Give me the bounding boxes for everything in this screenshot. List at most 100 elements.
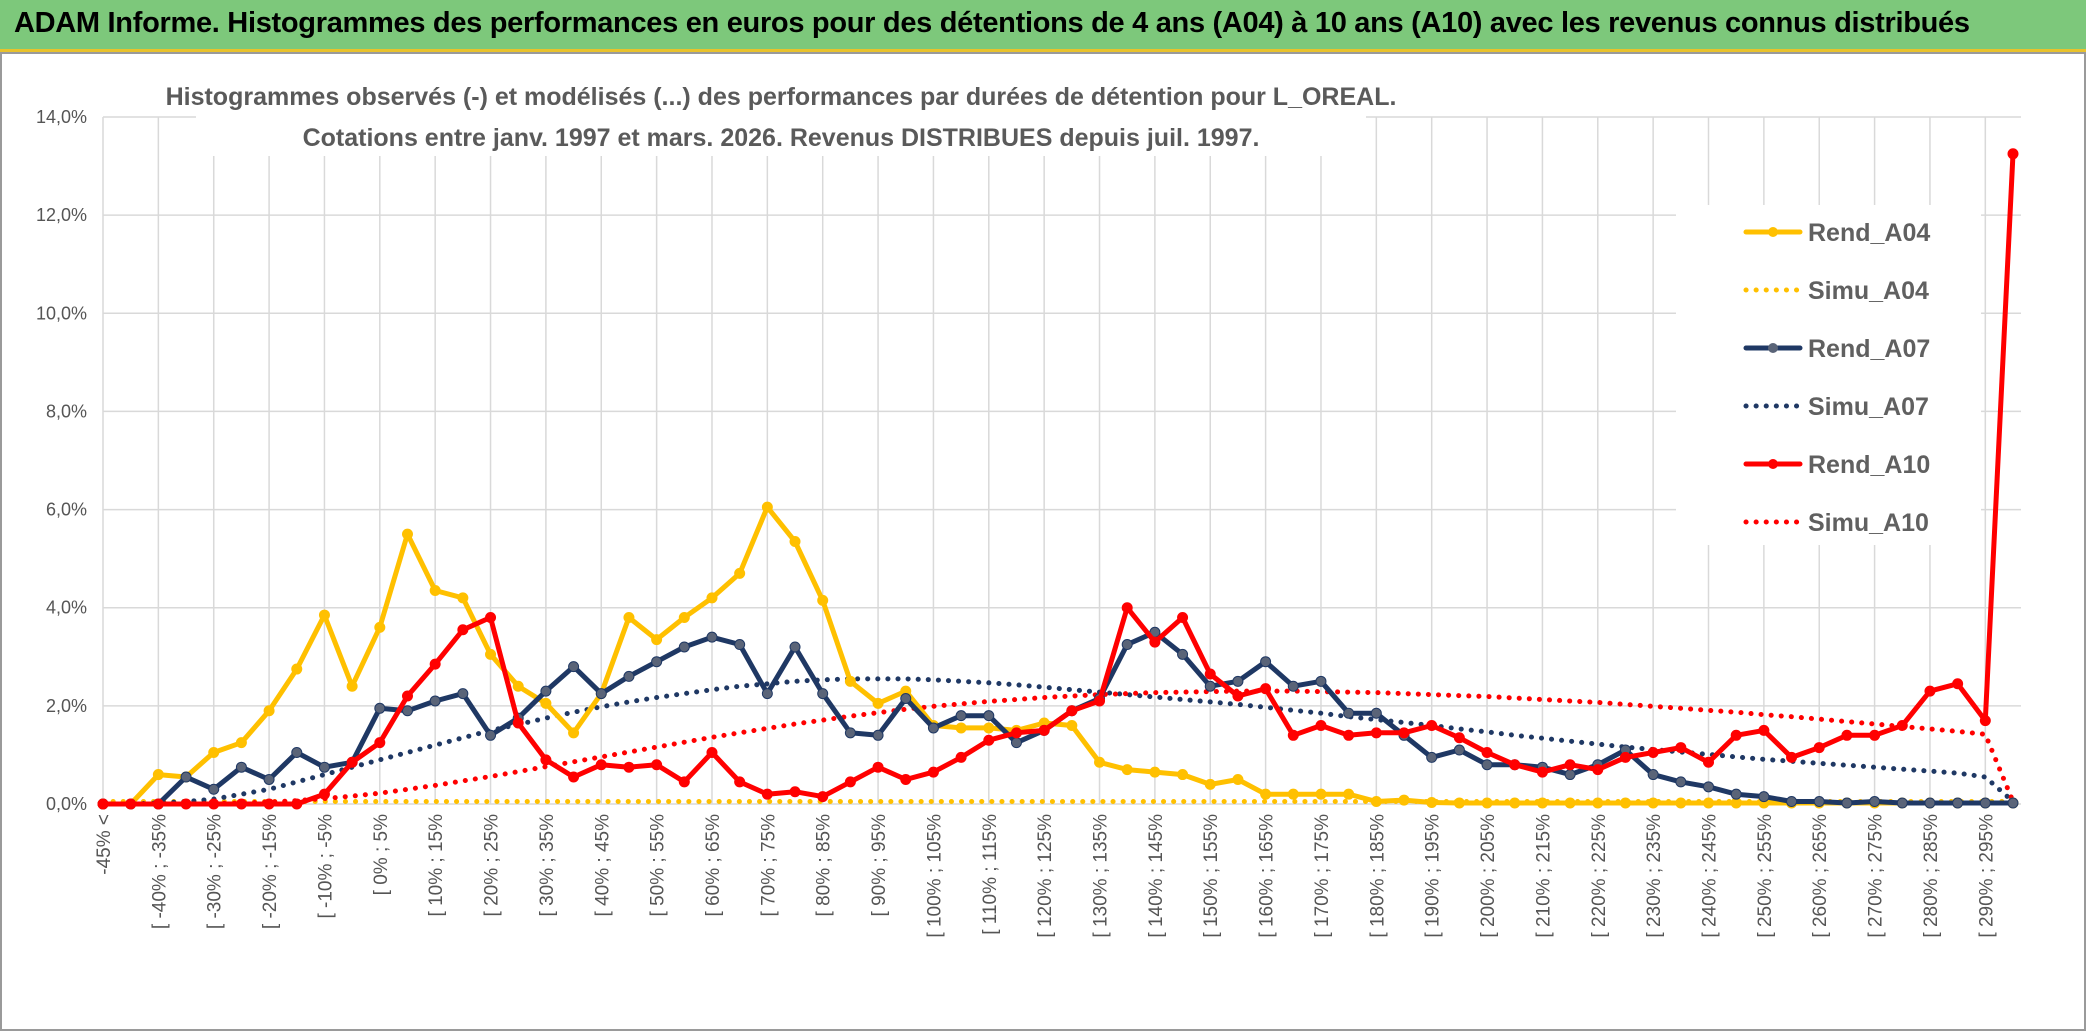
x-tick-label: [ 220% ; 225% bbox=[1589, 814, 1610, 938]
data-point-rend_a10 bbox=[401, 690, 413, 702]
data-point-rend_a04 bbox=[1066, 719, 1078, 731]
data-point-rend_a07 bbox=[401, 705, 413, 717]
data-point-rend_a07 bbox=[817, 688, 829, 700]
data-point-rend_a04 bbox=[1370, 796, 1382, 808]
data-point-rend_a07 bbox=[1204, 680, 1216, 692]
data-point-rend_a04 bbox=[1453, 797, 1465, 809]
legend-background bbox=[1676, 205, 1981, 545]
y-tick-label: 2,0% bbox=[46, 696, 87, 716]
y-tick-label: 6,0% bbox=[46, 500, 87, 520]
data-point-rend_a07 bbox=[1869, 796, 1881, 808]
data-point-rend_a10 bbox=[457, 624, 469, 636]
data-point-rend_a04 bbox=[1398, 794, 1410, 806]
x-tick-label: [ -30% ; -25% bbox=[205, 814, 226, 929]
data-point-rend_a10 bbox=[761, 788, 773, 800]
x-axis-ticks: -45% < [ -40% ; -35% [ -30% ; -25% [ -20% ;… bbox=[94, 814, 1997, 938]
data-point-rend_a10 bbox=[1592, 764, 1604, 776]
data-point-rend_a10 bbox=[1453, 732, 1465, 744]
x-tick-label: [ -10% ; -5% bbox=[315, 814, 336, 919]
x-tick-label: [ 140% ; 145% bbox=[1146, 814, 1167, 938]
data-point-rend_a07 bbox=[208, 783, 220, 795]
data-point-rend_a07 bbox=[374, 702, 386, 714]
legend-label-rend_a10: Rend_A10 bbox=[1808, 451, 1930, 479]
x-tick-label: [ 270% ; 275% bbox=[1866, 814, 1887, 938]
data-point-rend_a04 bbox=[568, 727, 580, 739]
data-point-rend_a10 bbox=[1010, 727, 1022, 739]
data-point-rend_a10 bbox=[623, 761, 635, 773]
data-point-rend_a07 bbox=[1979, 797, 1991, 809]
x-tick-label: [ 90% ; 95% bbox=[869, 814, 890, 917]
chart-title-group: Histogrammes observés (-) et modélisés (… bbox=[166, 76, 1396, 156]
data-point-rend_a04 bbox=[512, 680, 524, 692]
data-point-rend_a10 bbox=[1619, 751, 1631, 763]
x-tick-label: [ 210% ; 215% bbox=[1533, 814, 1554, 938]
data-point-rend_a07 bbox=[1426, 751, 1438, 763]
data-point-rend_a10 bbox=[1038, 724, 1050, 736]
data-point-rend_a07 bbox=[927, 722, 939, 734]
data-point-rend_a07 bbox=[1343, 707, 1355, 719]
data-point-rend_a04 bbox=[540, 697, 552, 709]
x-tick-label: [ 60% ; 65% bbox=[703, 814, 724, 917]
data-point-rend_a04 bbox=[1426, 797, 1438, 809]
data-point-rend_a07 bbox=[900, 692, 912, 704]
data-point-rend_a10 bbox=[983, 734, 995, 746]
data-point-rend_a07 bbox=[872, 729, 884, 741]
data-point-rend_a04 bbox=[623, 612, 635, 624]
data-point-rend_a10 bbox=[817, 791, 829, 803]
data-point-rend_a10 bbox=[1287, 729, 1299, 741]
data-point-rend_a10 bbox=[844, 776, 856, 788]
x-tick-label: [ 170% ; 175% bbox=[1312, 814, 1333, 938]
data-point-rend_a10 bbox=[1979, 715, 1991, 727]
data-point-rend_a04 bbox=[374, 621, 386, 633]
data-point-rend_a07 bbox=[1896, 797, 1908, 809]
data-point-rend_a07 bbox=[595, 688, 607, 700]
x-tick-label: [ 10% ; 15% bbox=[426, 814, 447, 917]
data-point-rend_a07 bbox=[651, 656, 663, 668]
data-point-rend_a07 bbox=[1952, 797, 1964, 809]
data-point-rend_a04 bbox=[1177, 769, 1189, 781]
data-point-rend_a07 bbox=[1813, 796, 1825, 808]
data-point-rend_a07 bbox=[2007, 797, 2019, 809]
data-point-rend_a04 bbox=[1619, 797, 1631, 809]
data-point-rend_a07 bbox=[1010, 737, 1022, 749]
data-point-rend_a04 bbox=[844, 675, 856, 687]
data-point-rend_a04 bbox=[678, 612, 690, 624]
data-point-rend_a10 bbox=[900, 773, 912, 785]
x-tick-label: [ 160% ; 165% bbox=[1257, 814, 1278, 938]
data-point-rend_a04 bbox=[1149, 766, 1161, 778]
data-point-rend_a04 bbox=[761, 501, 773, 513]
data-point-rend_a04 bbox=[817, 594, 829, 606]
x-tick-label: [ 200% ; 205% bbox=[1478, 814, 1499, 938]
x-tick-label: [ 70% ; 75% bbox=[758, 814, 779, 917]
data-point-rend_a10 bbox=[540, 754, 552, 766]
data-point-rend_a10 bbox=[1841, 729, 1853, 741]
data-point-rend_a10 bbox=[1675, 742, 1687, 754]
data-point-rend_a10 bbox=[955, 751, 967, 763]
x-tick-label: [ 110% ; 115% bbox=[980, 814, 1001, 935]
chart-legend: Rend_A04 Simu_A04 Rend_A07 Simu_A07 Rend_A10… bbox=[1676, 205, 1981, 545]
y-axis-ticks: 0,0% 2,0% 4,0% 6,0% 8,0% 10,0% 12,0% 14,0% bbox=[36, 107, 87, 814]
data-point-rend_a10 bbox=[1813, 742, 1825, 754]
data-point-rend_a07 bbox=[1564, 769, 1576, 781]
x-tick-label: [ 150% ; 155% bbox=[1201, 814, 1222, 938]
data-point-rend_a10 bbox=[1177, 612, 1189, 624]
data-point-rend_a10 bbox=[1952, 678, 1964, 690]
legend-label-simu_a04: Simu_A04 bbox=[1808, 277, 1929, 305]
data-point-rend_a10 bbox=[1703, 756, 1715, 768]
data-point-rend_a07 bbox=[1370, 707, 1382, 719]
data-point-rend_a04 bbox=[263, 705, 275, 717]
data-point-rend_a04 bbox=[318, 609, 330, 621]
data-point-rend_a10 bbox=[1730, 729, 1742, 741]
x-tick-label: [ 260% ; 265% bbox=[1810, 814, 1831, 938]
data-point-rend_a10 bbox=[1066, 705, 1078, 717]
data-point-rend_a07 bbox=[1675, 776, 1687, 788]
data-point-rend_a10 bbox=[1924, 685, 1936, 697]
data-point-rend_a10 bbox=[1481, 746, 1493, 758]
data-point-rend_a10 bbox=[346, 756, 358, 768]
data-point-rend_a07 bbox=[761, 688, 773, 700]
x-tick-label: [ 240% ; 245% bbox=[1700, 814, 1721, 938]
data-point-rend_a10 bbox=[180, 798, 192, 810]
data-point-rend_a10 bbox=[429, 658, 441, 670]
x-tick-label: [ 190% ; 195% bbox=[1423, 814, 1444, 938]
legend-marker-rend_a04 bbox=[1768, 227, 1778, 237]
